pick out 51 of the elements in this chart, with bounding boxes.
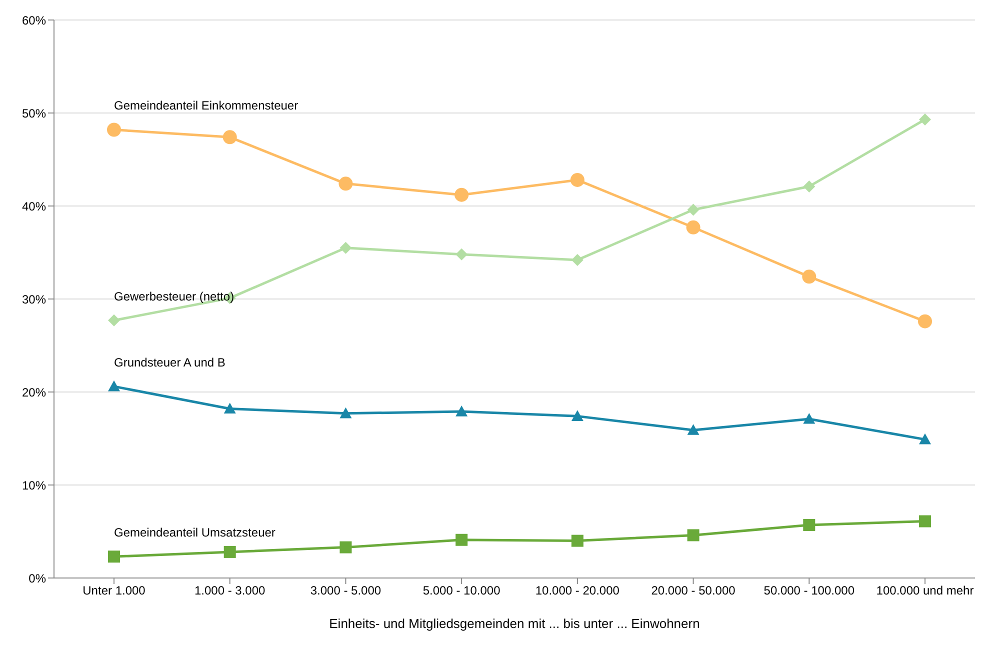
y-tick-label: 40% [22, 199, 46, 214]
y-tick-label: 0% [28, 571, 46, 586]
x-tick-label: 5.000 - 10.000 [422, 584, 501, 598]
x-tick-label: 50.000 - 100.000 [764, 584, 855, 598]
point [687, 529, 700, 542]
point [687, 204, 700, 216]
point [802, 270, 816, 284]
point [686, 220, 700, 234]
x-axis-title: Einheits- und Mitgliedsgemeinden mit ... bis unter ... Einwohnern [329, 616, 700, 631]
x-tick-label: 10.000 - 20.000 [535, 584, 620, 598]
y-tick-label: 10% [22, 478, 46, 492]
y-tick-label: 50% [22, 106, 46, 120]
point [570, 172, 584, 187]
point [456, 248, 468, 260]
point [919, 433, 931, 444]
point [918, 314, 932, 328]
x-tick-label: 1.000 - 3.000 [194, 584, 266, 598]
point [224, 402, 236, 414]
series-label: Gemeindeanteil Umsatzsteuer [114, 526, 276, 540]
point [108, 314, 120, 326]
series-label: Grundsteuer A und B [114, 355, 226, 370]
point [571, 410, 584, 421]
series-label: Gemeindeanteil Einkommensteuer [114, 98, 298, 113]
y-tick-label: 20% [22, 385, 46, 400]
point [108, 380, 120, 392]
x-tick-label: 20.000 - 50.000 [651, 584, 736, 598]
x-tick-label: 3.000 - 5.000 [310, 584, 382, 598]
point [571, 534, 584, 547]
series-label: Gewerbesteuer (netto) [114, 289, 234, 304]
point [107, 122, 121, 137]
point [222, 130, 237, 144]
point [224, 546, 236, 558]
point [454, 188, 469, 202]
y-tick-label: 60% [22, 13, 46, 28]
point [456, 406, 468, 416]
point [919, 515, 931, 528]
point [340, 541, 352, 554]
point [456, 534, 468, 546]
point [687, 424, 700, 435]
y-tick-label: 30% [22, 292, 46, 306]
point [338, 176, 353, 191]
point [340, 407, 352, 418]
point [803, 180, 816, 192]
x-tick-label: 100.000 und mehr [876, 584, 974, 598]
point [919, 114, 931, 126]
point [803, 518, 816, 531]
point [571, 254, 584, 266]
point [108, 550, 120, 563]
point [340, 242, 352, 254]
point [803, 412, 816, 424]
x-tick-label: Unter 1.000 [82, 584, 146, 598]
